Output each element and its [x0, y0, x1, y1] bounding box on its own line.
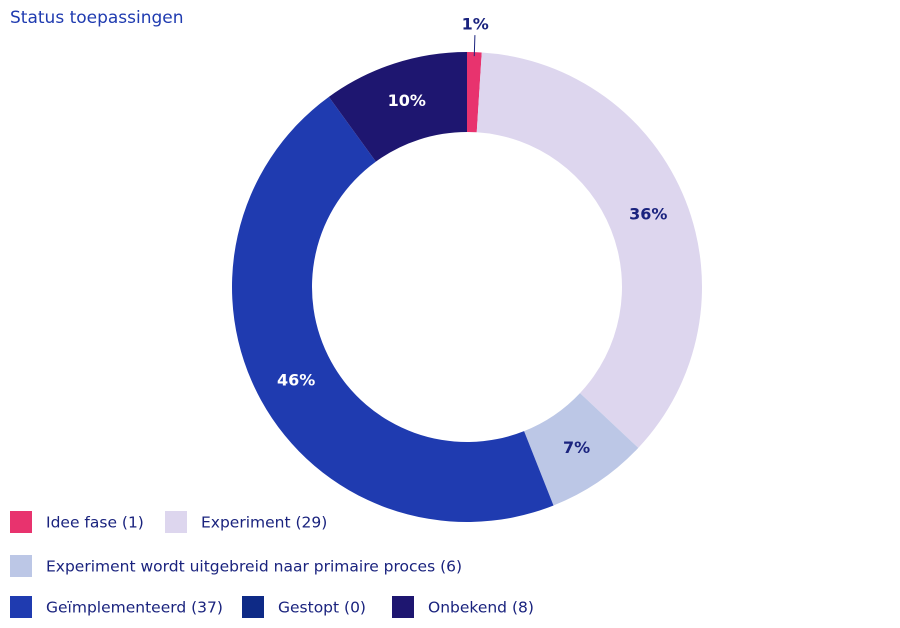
legend-swatch [10, 511, 32, 533]
chart-title: Status toepassingen [10, 8, 184, 28]
legend-label: Onbekend (8) [428, 599, 534, 617]
legend-label: Geïmplementeerd (37) [46, 599, 223, 617]
legend-label: Gestopt (0) [278, 599, 366, 617]
value-label: 10% [388, 91, 426, 110]
legend-swatch [10, 596, 32, 618]
legend-label: Idee fase (1) [46, 514, 144, 532]
value-label: 46% [277, 370, 315, 389]
slice [467, 52, 482, 133]
legend-label: Experiment wordt uitgebreid naar primair… [46, 558, 462, 576]
legend-swatch [392, 596, 414, 618]
slice [328, 52, 467, 162]
value-label: 36% [629, 205, 667, 224]
slice [476, 52, 702, 448]
legend-swatch [165, 511, 187, 533]
legend-swatch [242, 596, 264, 618]
leader-line [473, 35, 476, 57]
value-label: 1% [462, 15, 489, 34]
value-label: 7% [563, 438, 590, 457]
slice [232, 96, 554, 522]
slice [524, 393, 639, 506]
legend-label: Experiment (29) [201, 514, 327, 532]
legend-swatch [10, 555, 32, 577]
